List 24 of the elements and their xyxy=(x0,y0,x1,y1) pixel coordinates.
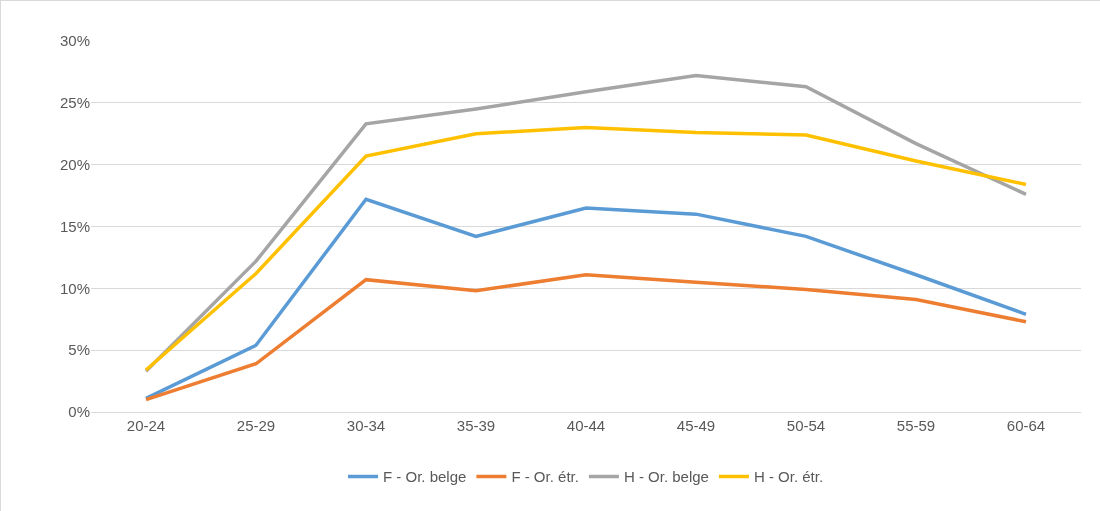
line-series xyxy=(144,272,1028,402)
x-tick-label: 35-39 xyxy=(456,417,496,434)
x-tick-label: 45-49 xyxy=(676,417,716,434)
y-tick-label: 20% xyxy=(59,155,90,173)
x-tick-label: 60-64 xyxy=(1006,417,1046,434)
y-tick-label: 0% xyxy=(68,403,90,421)
x-tick-label: 30-34 xyxy=(346,417,386,434)
line-series xyxy=(144,197,1028,401)
legend-label: H - Or. étr. xyxy=(753,468,824,486)
x-tick-label: 40-44 xyxy=(566,417,606,434)
x-tick-label: 50-54 xyxy=(786,417,826,434)
y-tick-label: 25% xyxy=(59,94,90,112)
x-tick-label: 20-24 xyxy=(126,417,166,434)
y-tick-label: 5% xyxy=(68,341,90,359)
y-tick-label: 10% xyxy=(59,279,90,297)
y-tick-label: 30% xyxy=(59,32,90,50)
legend-label: F - Or. étr. xyxy=(511,468,579,486)
y-tick-label: 15% xyxy=(59,217,90,235)
line-series xyxy=(144,125,1028,372)
line-series xyxy=(144,73,1028,373)
legend-label: F - Or. belge xyxy=(383,468,467,486)
legend-label: H - Or. belge xyxy=(623,468,709,486)
x-tick-label: 55-59 xyxy=(896,417,936,434)
x-tick-label: 25-29 xyxy=(236,417,276,434)
